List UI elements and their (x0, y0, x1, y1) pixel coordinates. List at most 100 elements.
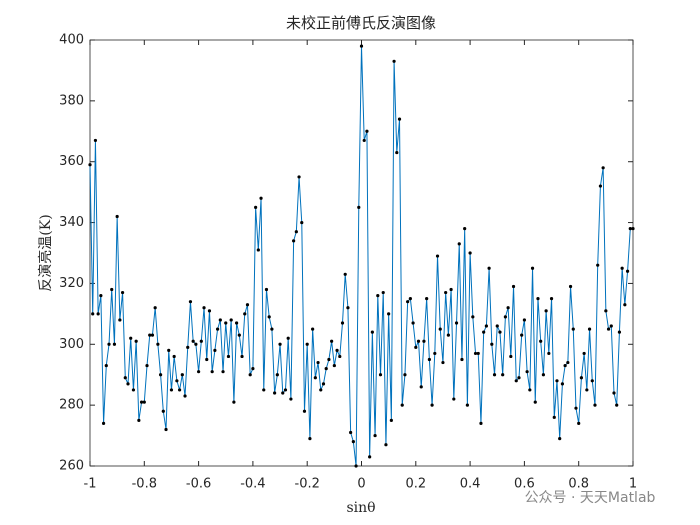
point (387, 312, 391, 316)
point (129, 336, 133, 340)
point (123, 376, 127, 380)
point (221, 370, 225, 374)
point (218, 318, 222, 322)
point (468, 251, 472, 255)
point (131, 388, 136, 392)
point (156, 342, 160, 346)
point (378, 373, 383, 377)
point (177, 388, 182, 392)
point (88, 163, 92, 167)
point (289, 397, 293, 401)
point (416, 339, 421, 343)
x-tick-label: -1 (84, 477, 97, 492)
point (590, 379, 594, 383)
point (444, 290, 448, 295)
point (115, 214, 119, 219)
point (254, 205, 258, 209)
point (354, 464, 358, 468)
point (471, 315, 475, 319)
point (96, 312, 100, 316)
point (161, 409, 165, 413)
point (205, 357, 209, 362)
point (232, 400, 236, 404)
y-tick-label: 260 (59, 459, 84, 474)
point (273, 391, 277, 395)
point (577, 421, 581, 425)
point (370, 330, 374, 334)
point (283, 388, 288, 392)
point (139, 400, 144, 404)
point (186, 345, 190, 349)
y-tick-label: 400 (59, 33, 84, 48)
point (587, 327, 592, 331)
point (579, 376, 584, 380)
point (235, 321, 239, 325)
point (593, 403, 597, 407)
point (104, 363, 108, 368)
point (623, 303, 627, 307)
point (134, 339, 138, 343)
point (294, 230, 298, 234)
point (492, 373, 497, 377)
x-axis-label: sinθ (346, 500, 375, 516)
point (536, 297, 540, 301)
y-tick-label: 340 (59, 215, 84, 230)
point (243, 312, 247, 316)
point (506, 306, 510, 310)
point (568, 284, 573, 289)
point (411, 321, 415, 325)
point (251, 367, 255, 371)
x-tick-label: -0.4 (240, 477, 265, 492)
point (148, 333, 152, 337)
point (376, 294, 380, 298)
point (373, 433, 377, 438)
point (368, 455, 372, 459)
point (544, 309, 548, 313)
point (498, 330, 502, 334)
point (612, 391, 616, 395)
point (262, 388, 266, 392)
point (207, 309, 212, 313)
point (606, 327, 611, 331)
point (194, 342, 198, 346)
y-tick-label: 280 (59, 398, 84, 413)
point (300, 220, 304, 225)
point (555, 379, 559, 383)
point (224, 321, 228, 325)
point (427, 357, 431, 362)
point (549, 297, 554, 301)
y-tick-label: 300 (59, 337, 84, 352)
point (245, 303, 250, 307)
point (563, 363, 567, 368)
point (316, 360, 320, 365)
x-tick-label: 0.2 (405, 477, 426, 492)
point (126, 382, 130, 386)
point (199, 339, 203, 343)
point (585, 388, 589, 392)
point (305, 342, 309, 346)
point (454, 321, 459, 325)
point (120, 290, 125, 295)
plot-area (89, 39, 634, 467)
point (297, 175, 301, 179)
point (319, 388, 323, 392)
point (335, 348, 339, 352)
point (145, 363, 149, 368)
point (501, 373, 505, 377)
point (490, 342, 494, 346)
point (596, 263, 600, 267)
point (628, 227, 632, 231)
point (180, 373, 184, 377)
point (256, 248, 260, 252)
point (191, 339, 195, 343)
point (150, 333, 155, 337)
point (487, 266, 491, 270)
y-tick-label: 360 (59, 154, 84, 169)
point (495, 324, 499, 328)
point (503, 315, 507, 319)
point (229, 318, 233, 322)
point (286, 336, 290, 340)
x-tick-label: -0.2 (295, 477, 320, 492)
point (601, 166, 605, 170)
